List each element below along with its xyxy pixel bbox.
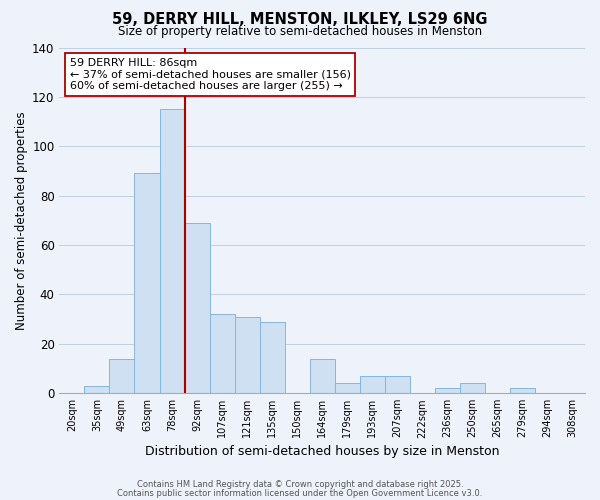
Bar: [185, 223, 209, 393]
Bar: [460, 384, 485, 393]
Bar: [134, 174, 160, 393]
Bar: [385, 376, 410, 393]
Bar: [209, 314, 235, 393]
Bar: [160, 109, 185, 393]
Bar: [435, 388, 460, 393]
Bar: [109, 358, 134, 393]
Text: Contains HM Land Registry data © Crown copyright and database right 2025.: Contains HM Land Registry data © Crown c…: [137, 480, 463, 489]
Bar: [260, 322, 284, 393]
Bar: [360, 376, 385, 393]
Text: Contains public sector information licensed under the Open Government Licence v3: Contains public sector information licen…: [118, 488, 482, 498]
Text: Size of property relative to semi-detached houses in Menston: Size of property relative to semi-detach…: [118, 25, 482, 38]
Bar: [310, 358, 335, 393]
Text: 59, DERRY HILL, MENSTON, ILKLEY, LS29 6NG: 59, DERRY HILL, MENSTON, ILKLEY, LS29 6N…: [112, 12, 488, 28]
X-axis label: Distribution of semi-detached houses by size in Menston: Distribution of semi-detached houses by …: [145, 444, 499, 458]
Text: 59 DERRY HILL: 86sqm
← 37% of semi-detached houses are smaller (156)
60% of semi: 59 DERRY HILL: 86sqm ← 37% of semi-detac…: [70, 58, 351, 91]
Bar: [335, 384, 360, 393]
Bar: [510, 388, 535, 393]
Y-axis label: Number of semi-detached properties: Number of semi-detached properties: [15, 111, 28, 330]
Bar: [235, 316, 260, 393]
Bar: [85, 386, 109, 393]
